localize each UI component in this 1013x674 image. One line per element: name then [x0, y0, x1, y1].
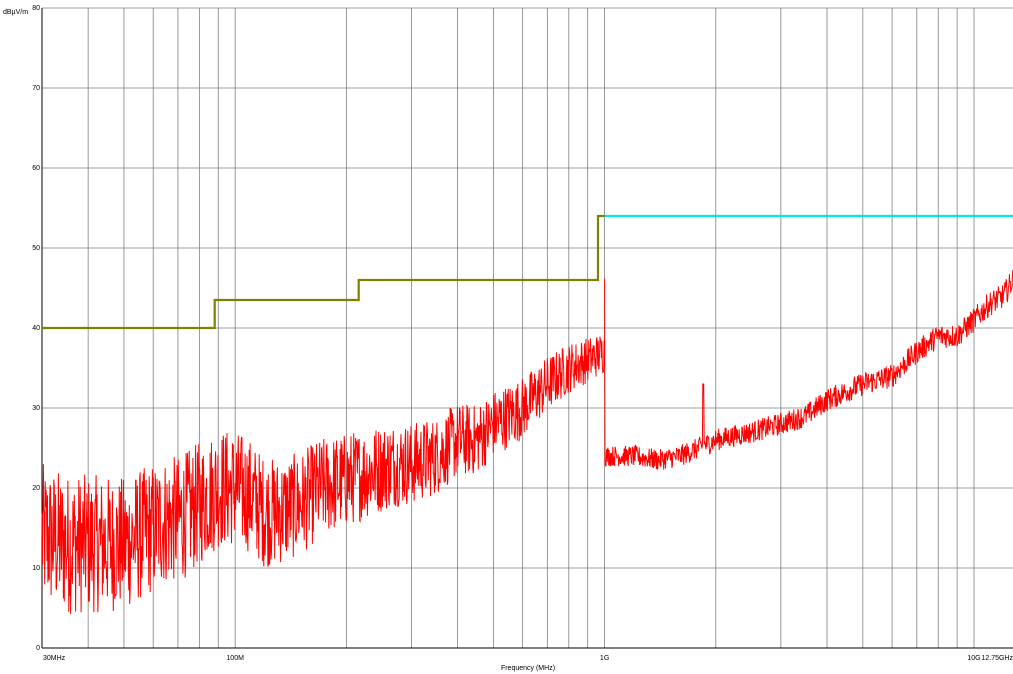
series-layer [41, 214, 1013, 615]
measurement-trace [604, 269, 1013, 471]
y-axis-label: dBµV/m [3, 9, 28, 16]
y-tick-label: 70 [32, 85, 40, 92]
limit-line [42, 214, 605, 330]
y-tick-label: 20 [32, 485, 40, 492]
x-tick-label: 10G [967, 655, 980, 662]
x-tick-label: 12.75GHz [981, 655, 1013, 662]
y-tick-label: 10 [32, 565, 40, 572]
y-tick-label: 80 [32, 5, 40, 12]
x-tick-label: 30MHz [43, 655, 66, 662]
x-tick-label: 100M [226, 655, 244, 662]
x-tick-label: 1G [600, 655, 609, 662]
y-tick-labels: 0 10 20 30 40 50 60 70 80 [32, 5, 40, 652]
y-tick-label: 60 [32, 165, 40, 172]
x-axis-label: Frequency (MHz) [501, 665, 555, 672]
y-tick-label: 50 [32, 245, 40, 252]
x-tick-labels: 30MHz 100M 1G 10G 12.75GHz [43, 655, 1013, 662]
y-tick-label: 30 [32, 405, 40, 412]
measurement-trace [41, 336, 606, 615]
y-tick-label: 40 [32, 325, 40, 332]
y-tick-label: 0 [36, 645, 40, 652]
